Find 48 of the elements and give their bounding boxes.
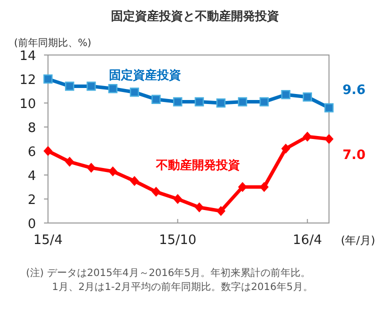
y-tick-label: 4 bbox=[28, 169, 36, 184]
point bbox=[194, 202, 204, 212]
data-label: 7.0 bbox=[342, 148, 366, 163]
y-tick-label: 12 bbox=[19, 73, 36, 88]
y-tick-label: 6 bbox=[28, 145, 36, 160]
point bbox=[130, 176, 139, 186]
point bbox=[152, 186, 161, 197]
point bbox=[260, 182, 269, 192]
point bbox=[151, 94, 161, 104]
point bbox=[324, 103, 334, 112]
x-tick-label: 15/10 bbox=[158, 233, 196, 248]
point bbox=[238, 182, 248, 192]
point bbox=[194, 97, 204, 106]
point bbox=[65, 156, 74, 167]
x-tick-label: 15/4 bbox=[33, 233, 63, 248]
point bbox=[173, 97, 182, 106]
point bbox=[281, 144, 290, 154]
y-tick-label: 10 bbox=[19, 97, 36, 112]
point bbox=[238, 97, 248, 106]
text: 1月、2月は1-2月平均の前年同期比。数字は2016年5月。 bbox=[52, 281, 313, 293]
point bbox=[260, 97, 269, 106]
point bbox=[130, 88, 140, 97]
point bbox=[108, 84, 118, 94]
text: (注) データは2015年4月～2016年5月。年初来累計の前年比。 bbox=[26, 267, 311, 279]
point bbox=[173, 194, 182, 204]
point bbox=[216, 98, 226, 108]
point bbox=[302, 92, 312, 102]
point bbox=[302, 132, 312, 142]
series-label: 固定資産投資 bbox=[109, 68, 181, 82]
y-axis-title: (前年同期比、%) bbox=[14, 37, 92, 49]
point bbox=[86, 162, 96, 173]
point bbox=[324, 134, 334, 144]
y-tick-label: 14 bbox=[19, 49, 36, 64]
chart-title: 固定資産投資と不動産開発投資 bbox=[111, 9, 279, 23]
point bbox=[43, 74, 53, 84]
series-label: 不動産開発投資 bbox=[155, 158, 240, 172]
x-tick-label: 16/4 bbox=[292, 233, 322, 248]
data-label: 9.6 bbox=[342, 82, 366, 98]
y-tick-label: 0 bbox=[28, 217, 36, 232]
point bbox=[281, 90, 290, 100]
x-axis-title: (年/月) bbox=[340, 234, 376, 247]
point bbox=[216, 206, 226, 216]
point bbox=[86, 82, 96, 91]
y-tick-label: 2 bbox=[28, 193, 36, 208]
point bbox=[65, 82, 74, 91]
point bbox=[44, 146, 52, 156]
point bbox=[108, 166, 118, 176]
y-tick-label: 8 bbox=[28, 121, 36, 136]
